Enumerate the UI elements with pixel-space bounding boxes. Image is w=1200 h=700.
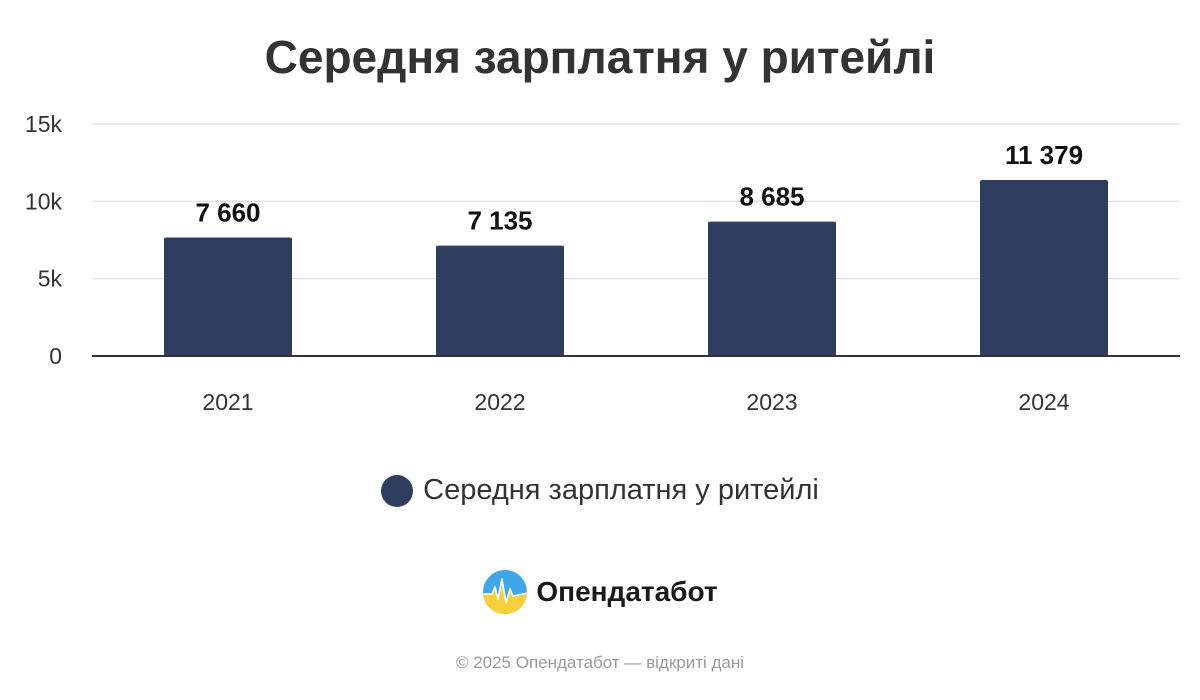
y-tick-label: 15k — [25, 111, 63, 137]
footer-copyright: © 2025 Опендатабот — відкриті дані — [455, 653, 745, 672]
data-label: 8 685 — [739, 182, 804, 212]
y-tick-label: 5k — [38, 266, 63, 292]
y-tick-label: 0 — [49, 343, 62, 369]
x-tick-label: 2021 — [202, 389, 253, 415]
chart-title: Середня зарплатня у ритейлі — [264, 31, 936, 83]
x-tick-label: 2022 — [474, 389, 525, 415]
legend-marker — [381, 474, 414, 507]
brand-name: Опендатабот — [536, 576, 718, 607]
legend-label: Середня зарплатня у ритейлі — [423, 474, 819, 506]
bar — [164, 237, 292, 356]
y-tick-label: 10k — [25, 188, 63, 214]
bar-chart: 0 5k 10k 15k 7 660 2021 7 135 2022 8 685 2023 11 3… — [25, 111, 1180, 415]
x-tick-label: 2023 — [746, 389, 797, 415]
opendatabot-logo-icon — [483, 570, 528, 614]
data-label: 7 660 — [195, 198, 260, 228]
data-label: 11 379 — [1005, 140, 1083, 170]
legend[interactable]: Середня зарплатня у ритейлі — [0, 474, 1200, 507]
brand: Опендатабот — [0, 569, 1200, 615]
bar — [436, 245, 564, 356]
bar — [980, 180, 1108, 356]
data-label: 7 135 — [467, 206, 532, 236]
x-tick-label: 2024 — [1018, 389, 1069, 415]
bar — [708, 221, 836, 356]
